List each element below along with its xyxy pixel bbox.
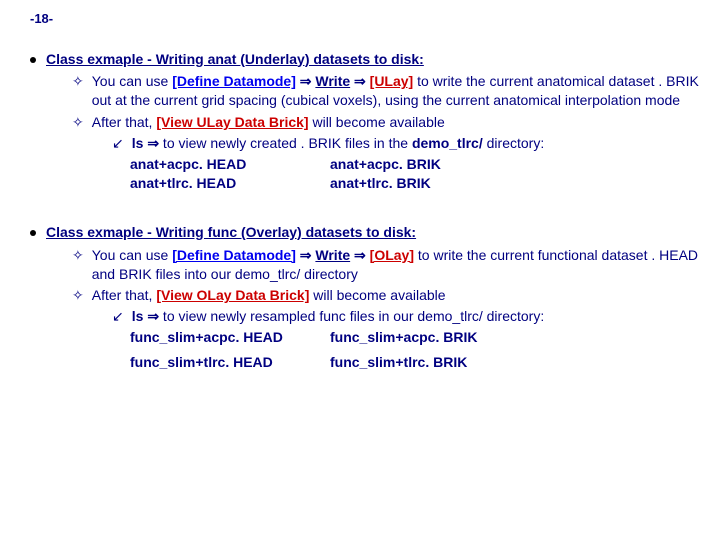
section-2-item-2: ✧ After that, [View OLay Data Brick] wil… (72, 286, 700, 305)
view-ulay-link[interactable]: [View ULay Data Brick] (156, 114, 308, 130)
section-1-item-2: ✧ After that, [View ULay Data Brick] wil… (72, 113, 700, 132)
text-fragment: After that, (92, 287, 157, 303)
olay-link[interactable]: [OLay] (370, 247, 414, 263)
downleft-arrow-icon: ↙ (112, 134, 124, 153)
bullet-dot-icon (30, 57, 36, 63)
ls-command: ls (132, 135, 148, 151)
diamond-icon: ✧ (72, 246, 84, 284)
downleft-arrow-icon: ↙ (112, 307, 124, 326)
section-2-title: Class exmaple - Writing func (Overlay) d… (46, 223, 416, 242)
file-name: func_slim+acpc. HEAD (130, 328, 330, 347)
file-name: func_slim+acpc. BRIK (330, 328, 477, 347)
file-row: anat+acpc. HEAD anat+acpc. BRIK (130, 155, 700, 174)
spacer (30, 193, 700, 217)
text-fragment: directory: (483, 135, 544, 151)
view-olay-link[interactable]: [View OLay Data Brick] (156, 287, 309, 303)
arrow-icon: ⇒ (147, 135, 159, 151)
item-text: After that, [View ULay Data Brick] will … (92, 113, 445, 132)
arrow-icon: ⇒ (350, 73, 370, 89)
section-2-item-1: ✧ You can use [Define Datamode] ⇒ Write … (72, 246, 700, 284)
section-2-header: Class exmaple - Writing func (Overlay) d… (30, 223, 700, 242)
section-2-subitem: ↙ ls ⇒ to view newly resampled func file… (112, 307, 700, 326)
item-text: After that, [View OLay Data Brick] will … (92, 286, 446, 305)
file-row: anat+tlrc. HEAD anat+tlrc. BRIK (130, 174, 700, 193)
arrow-icon: ⇒ (296, 73, 316, 89)
text-fragment: to view newly created . BRIK files in th… (159, 135, 412, 151)
file-name: func_slim+tlrc. HEAD (130, 353, 330, 372)
diamond-icon: ✧ (72, 113, 84, 132)
section-1-header: Class exmaple - Writing anat (Underlay) … (30, 50, 700, 69)
section-1-title: Class exmaple - Writing anat (Underlay) … (46, 50, 424, 69)
text-fragment: will become available (309, 287, 445, 303)
arrow-icon: ⇒ (350, 247, 370, 263)
diamond-icon: ✧ (72, 72, 84, 110)
item-text: You can use [Define Datamode] ⇒ Write ⇒ … (92, 246, 700, 284)
arrow-icon: ⇒ (147, 308, 159, 324)
diamond-icon: ✧ (72, 286, 84, 305)
arrow-icon: ⇒ (296, 247, 316, 263)
file-name: anat+acpc. HEAD (130, 155, 330, 174)
write-label: Write (315, 73, 350, 89)
item-text: ls ⇒ to view newly resampled func files … (132, 307, 544, 326)
item-text: You can use [Define Datamode] ⇒ Write ⇒ … (92, 72, 700, 110)
text-fragment: After that, (92, 114, 157, 130)
page-number: -18- (30, 10, 700, 28)
section-1-item-1: ✧ You can use [Define Datamode] ⇒ Write … (72, 72, 700, 110)
file-row: func_slim+acpc. HEAD func_slim+acpc. BRI… (130, 328, 700, 347)
write-label: Write (315, 247, 350, 263)
slide-page: -18- Class exmaple - Writing anat (Under… (0, 0, 720, 382)
ulay-link[interactable]: [ULay] (370, 73, 414, 89)
define-datamode-link[interactable]: [Define Datamode] (172, 247, 296, 263)
text-fragment: will become available (309, 114, 445, 130)
section-2-files: func_slim+acpc. HEAD func_slim+acpc. BRI… (130, 328, 700, 372)
directory-name: demo_tlrc/ (412, 135, 483, 151)
text-fragment: to view newly resampled func files in ou… (159, 308, 544, 324)
file-row: func_slim+tlrc. HEAD func_slim+tlrc. BRI… (130, 353, 700, 372)
define-datamode-link[interactable]: [Define Datamode] (172, 73, 296, 89)
ls-command: ls (132, 308, 148, 324)
bullet-dot-icon (30, 230, 36, 236)
item-text: ls ⇒ to view newly created . BRIK files … (132, 134, 544, 153)
file-name: anat+tlrc. BRIK (330, 174, 431, 193)
section-1-files: anat+acpc. HEAD anat+acpc. BRIK anat+tlr… (130, 155, 700, 193)
text-fragment: You can use (92, 247, 172, 263)
file-name: anat+acpc. BRIK (330, 155, 441, 174)
file-name: anat+tlrc. HEAD (130, 174, 330, 193)
section-1-subitem: ↙ ls ⇒ to view newly created . BRIK file… (112, 134, 700, 153)
text-fragment: You can use (92, 73, 172, 89)
file-name: func_slim+tlrc. BRIK (330, 353, 467, 372)
